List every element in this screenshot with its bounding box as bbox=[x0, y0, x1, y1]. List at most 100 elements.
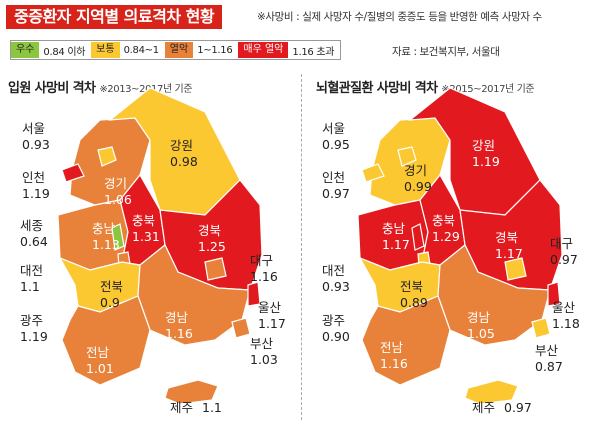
region-전남 bbox=[61, 295, 151, 386]
region-value-인천: 1.19 bbox=[22, 186, 50, 201]
region-value-강원: 0.98 bbox=[170, 154, 198, 169]
panel-right-period: ※2015~2017년 기준 bbox=[441, 84, 535, 95]
region-value-강원: 1.19 bbox=[472, 154, 500, 169]
region-value-충북: 1.29 bbox=[432, 229, 460, 244]
region-label-경남: 경남 bbox=[467, 310, 491, 325]
panel-left-period: ※2013~2017년 기준 bbox=[99, 84, 193, 95]
region-value-전남: 1.16 bbox=[380, 356, 408, 371]
region-value-대구: 0.97 bbox=[550, 252, 578, 267]
legend-swatch-good: 우수 bbox=[11, 42, 40, 58]
region-인천 bbox=[61, 163, 85, 183]
region-value-대구: 1.16 bbox=[250, 269, 278, 284]
region-label-대전: 대전 bbox=[20, 263, 43, 278]
region-value-경북: 1.17 bbox=[495, 246, 523, 261]
region-label-대구: 대구 bbox=[550, 236, 573, 251]
region-제주 bbox=[464, 379, 519, 405]
panel-divider bbox=[301, 74, 302, 420]
region-label-전남: 전남 bbox=[380, 340, 404, 355]
region-제주 bbox=[164, 379, 219, 405]
region-label-충북: 충북 bbox=[432, 213, 455, 228]
region-label-충남: 충남 bbox=[92, 221, 116, 236]
region-서울 bbox=[397, 146, 417, 167]
region-label-세종: 세종 bbox=[20, 218, 43, 233]
legend: 우수 0.84 이하 보통 0.84~1 열악 1~1.16 매우 열악 1.1… bbox=[10, 40, 342, 60]
region-label-부산: 부산 bbox=[535, 343, 559, 358]
region-서울 bbox=[97, 146, 117, 167]
region-label-인천: 인천 bbox=[322, 170, 345, 185]
region-label-경북: 경북 bbox=[495, 230, 518, 245]
legend-swatch-normal: 보통 bbox=[91, 42, 120, 58]
region-value-제주: 1.1 bbox=[202, 400, 222, 415]
region-label-강원: 강원 bbox=[472, 138, 495, 153]
subtitle-note: ※사망비 : 실제 사망자 수/질병의 중증도 등을 반영한 예측 사망자 수 bbox=[257, 11, 542, 23]
region-label-광주: 광주 bbox=[322, 313, 345, 328]
panel-left-heading: 입원 사망비 격차 ※2013~2017년 기준 bbox=[8, 77, 193, 96]
region-부산 bbox=[231, 317, 251, 339]
region-label-전북: 전북 bbox=[400, 279, 423, 294]
legend-range-normal: 0.84~1 bbox=[123, 44, 160, 56]
region-label-전남: 전남 bbox=[86, 345, 110, 360]
region-value-서울: 0.93 bbox=[22, 137, 50, 152]
region-label-대구: 대구 bbox=[250, 253, 273, 268]
region-대구 bbox=[204, 257, 227, 281]
region-label-경남: 경남 bbox=[165, 310, 189, 325]
region-value-세종: 0.64 bbox=[20, 234, 48, 249]
region-label-서울: 서울 bbox=[22, 121, 45, 136]
region-울산 bbox=[247, 281, 261, 307]
region-value-광주: 1.19 bbox=[20, 329, 48, 344]
region-label-제주: 제주 bbox=[170, 400, 193, 415]
region-value-제주: 0.97 bbox=[504, 400, 532, 415]
region-label-서울: 서울 bbox=[322, 121, 345, 136]
source-credit: 자료 : 보건복지부, 서울대 bbox=[392, 46, 500, 58]
region-value-충남: 1.17 bbox=[382, 237, 410, 252]
panel-right-heading: 뇌혈관질환 사망비 격차 ※2015~2017년 기준 bbox=[316, 77, 535, 96]
region-value-충남: 1.13 bbox=[92, 237, 120, 252]
region-label-부산: 부산 bbox=[250, 336, 274, 351]
region-label-충남: 충남 bbox=[382, 221, 406, 236]
region-label-제주: 제주 bbox=[472, 400, 495, 415]
region-label-인천: 인천 bbox=[22, 170, 45, 185]
region-value-울산: 1.18 bbox=[552, 316, 580, 331]
region-label-대전: 대전 bbox=[322, 263, 345, 278]
region-대구 bbox=[504, 257, 527, 281]
region-label-광주: 광주 bbox=[20, 313, 43, 328]
region-value-울산: 1.17 bbox=[258, 316, 286, 331]
region-세종 bbox=[111, 223, 125, 251]
region-세종 bbox=[411, 223, 425, 251]
region-value-광주: 0.90 bbox=[322, 329, 350, 344]
region-value-경남: 1.16 bbox=[165, 326, 193, 341]
page-title: 중증환자 지역별 의료격차 현황 bbox=[6, 5, 223, 29]
region-label-울산: 울산 bbox=[258, 300, 282, 315]
region-value-경남: 1.05 bbox=[467, 326, 495, 341]
region-value-전북: 0.9 bbox=[100, 295, 120, 310]
legend-range-poor: 1~1.16 bbox=[197, 44, 233, 56]
region-value-경기: 0.99 bbox=[404, 179, 432, 194]
region-label-전북: 전북 bbox=[100, 279, 123, 294]
panel-left-title: 입원 사망비 격차 bbox=[8, 81, 96, 96]
region-value-전남: 1.01 bbox=[86, 361, 114, 376]
region-value-경북: 1.25 bbox=[198, 239, 226, 254]
region-label-울산: 울산 bbox=[552, 300, 576, 315]
region-label-충북: 충북 bbox=[132, 213, 155, 228]
region-label-경북: 경북 bbox=[198, 223, 221, 238]
legend-swatch-poor: 열악 bbox=[164, 42, 194, 58]
region-인천 bbox=[361, 163, 385, 183]
region-label-강원: 강원 bbox=[170, 138, 193, 153]
region-value-경기: 1.06 bbox=[104, 192, 132, 207]
region-label-경기: 경기 bbox=[404, 163, 427, 178]
legend-range-good: 0.84 이하 bbox=[43, 46, 86, 58]
region-전남 bbox=[361, 295, 451, 386]
panel-right-title: 뇌혈관질환 사망비 격차 bbox=[316, 81, 438, 96]
region-value-대전: 0.93 bbox=[322, 279, 350, 294]
region-value-충북: 1.31 bbox=[132, 229, 160, 244]
region-value-인천: 0.97 bbox=[322, 186, 350, 201]
region-부산 bbox=[531, 317, 551, 339]
region-value-서울: 0.95 bbox=[322, 137, 350, 152]
region-value-대전: 1.1 bbox=[20, 279, 40, 294]
region-label-경기: 경기 bbox=[104, 176, 127, 191]
region-value-전북: 0.89 bbox=[400, 295, 428, 310]
legend-swatch-verypoor: 매우 열악 bbox=[238, 42, 289, 58]
